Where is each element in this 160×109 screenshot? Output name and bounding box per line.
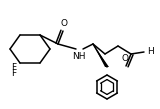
Text: O: O bbox=[121, 54, 128, 63]
Text: O: O bbox=[60, 19, 68, 28]
Text: NH: NH bbox=[72, 52, 86, 61]
Text: F: F bbox=[11, 62, 16, 72]
Text: F: F bbox=[11, 68, 16, 77]
Polygon shape bbox=[93, 44, 109, 67]
Text: H: H bbox=[147, 48, 154, 56]
